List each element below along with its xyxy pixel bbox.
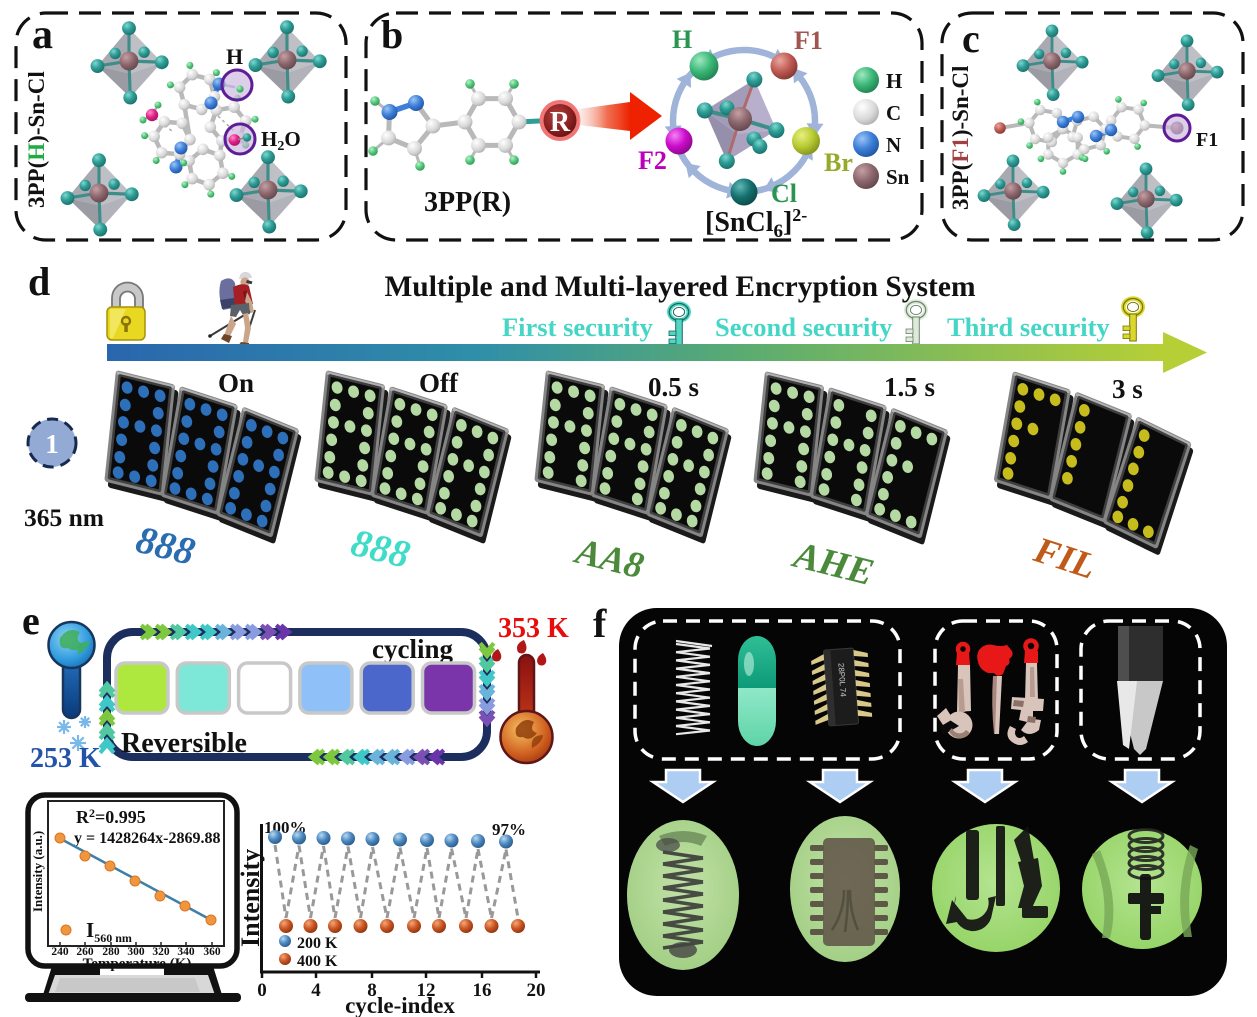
svg-text:R2=0.995: R2=0.995 [76, 806, 146, 827]
svg-text:8: 8 [367, 980, 377, 1001]
svg-text:Temperature (K): Temperature (K) [83, 956, 192, 972]
svg-text:cycle-index: cycle-index [345, 993, 455, 1017]
svg-text:cycling: cycling [372, 634, 453, 664]
svg-text:12: 12 [417, 980, 436, 1001]
svg-text:3PP(R): 3PP(R) [424, 187, 511, 218]
svg-text:0: 0 [257, 980, 267, 1001]
svg-text:e: e [22, 598, 40, 643]
svg-text:365 nm: 365 nm [24, 503, 104, 532]
svg-text:340: 340 [177, 946, 195, 958]
svg-text:20: 20 [527, 980, 546, 1001]
svg-text:Sn: Sn [886, 165, 910, 189]
svg-text:Multiple and Multi-layered Enc: Multiple and Multi-layered Encryption Sy… [384, 271, 976, 303]
svg-text:R: R [550, 107, 571, 138]
svg-text:c: c [962, 16, 980, 61]
svg-text:888: 888 [347, 521, 414, 577]
svg-text:320: 320 [152, 946, 170, 958]
svg-text:280: 280 [102, 946, 120, 958]
svg-text:N: N [886, 133, 901, 157]
svg-text:H: H [672, 25, 692, 54]
svg-text:Off: Off [419, 368, 459, 398]
svg-text:Cl: Cl [771, 179, 797, 208]
svg-text:[SnCl6]2-: [SnCl6]2- [705, 205, 807, 242]
svg-text:1: 1 [45, 429, 59, 459]
svg-text:C: C [886, 101, 901, 125]
svg-text:b: b [381, 12, 403, 57]
svg-text:On: On [218, 368, 254, 398]
svg-text:F2: F2 [638, 146, 667, 175]
svg-text:4: 4 [311, 980, 321, 1001]
svg-text:360: 360 [203, 946, 221, 958]
svg-text:a: a [32, 12, 53, 58]
svg-text:28P0L 74: 28P0L 74 [836, 663, 847, 698]
svg-text:97%: 97% [492, 820, 526, 839]
svg-text:300: 300 [127, 946, 145, 958]
svg-text:240: 240 [51, 946, 69, 958]
svg-text:400 K: 400 K [297, 953, 338, 970]
svg-text:3PP(H)-Sn-Cl: 3PP(H)-Sn-Cl [24, 71, 49, 208]
svg-text:H2O: H2O [261, 127, 301, 154]
svg-text:Third security: Third security [947, 312, 1110, 342]
svg-text:FIL: FIL [1028, 529, 1100, 587]
svg-text:H: H [226, 44, 243, 69]
svg-text:f: f [593, 601, 607, 646]
svg-text:3PP(F1)-Sn-Cl: 3PP(F1)-Sn-Cl [948, 66, 973, 210]
svg-text:200 K: 200 K [297, 935, 338, 952]
svg-text:Br: Br [824, 148, 853, 177]
svg-text:888: 888 [132, 518, 199, 574]
svg-text:H: H [886, 69, 902, 93]
svg-text:y = 1428264x-2869.88: y = 1428264x-2869.88 [74, 830, 220, 847]
svg-text:0.5 s: 0.5 s [648, 372, 699, 402]
svg-text:16: 16 [473, 980, 492, 1001]
svg-text:F1: F1 [794, 26, 823, 55]
svg-text:Intensity (a.u.): Intensity (a.u.) [30, 831, 45, 912]
svg-text:260: 260 [76, 946, 94, 958]
svg-text:353 K: 353 K [498, 613, 569, 644]
svg-text:F1: F1 [1196, 129, 1218, 151]
svg-text:First security: First security [502, 312, 653, 342]
svg-text:3 s: 3 s [1112, 374, 1143, 404]
svg-text:AA8: AA8 [570, 530, 648, 587]
svg-text:Reversible: Reversible [121, 728, 247, 759]
svg-text:AHE: AHE [788, 533, 878, 594]
svg-text:d: d [28, 259, 50, 304]
svg-text:253 K: 253 K [30, 743, 101, 774]
svg-text:Second security: Second security [715, 312, 892, 342]
svg-text:1.5 s: 1.5 s [884, 372, 935, 402]
